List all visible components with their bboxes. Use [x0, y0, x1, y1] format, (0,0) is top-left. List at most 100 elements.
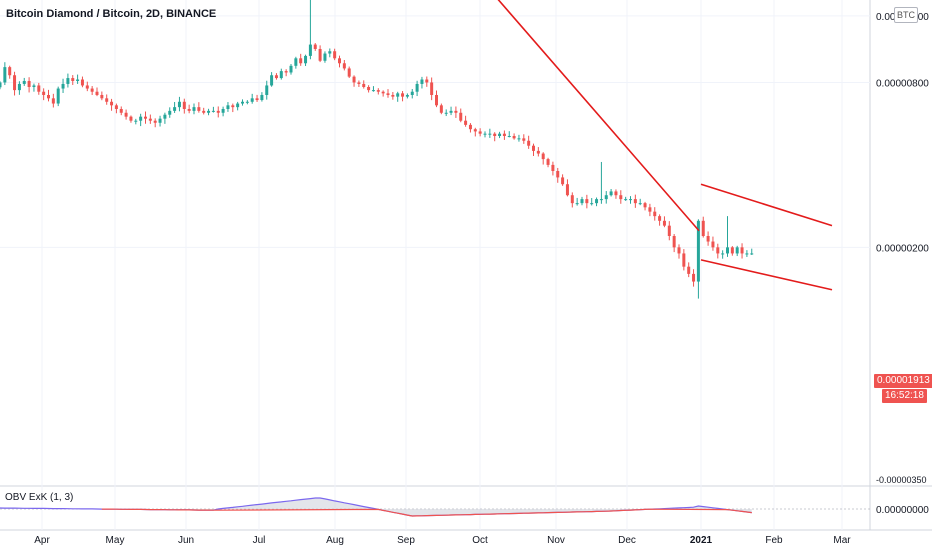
candle-body [551, 164, 555, 171]
candle-body [289, 65, 293, 73]
candle-body [182, 101, 186, 109]
candle-body [609, 191, 613, 196]
candle-body [633, 199, 637, 204]
candle-body [401, 93, 405, 97]
candle-body [468, 124, 472, 130]
candle-body [454, 110, 458, 113]
candle-body [352, 76, 356, 83]
obv-line-below [101, 508, 752, 517]
candle-body [376, 90, 380, 92]
candle-body [643, 203, 647, 208]
candle-body [565, 184, 569, 196]
candle-body [696, 220, 700, 282]
x-tick-label: 2021 [690, 535, 713, 546]
last-price-badge: 0.00001913 [874, 374, 932, 388]
candle-body [371, 90, 375, 92]
candle-body [173, 107, 177, 111]
candle-body [250, 98, 254, 102]
candle-body [260, 94, 264, 101]
candle-body [71, 78, 75, 81]
candle-body [8, 67, 12, 76]
candle-body [464, 120, 468, 125]
candle-body [32, 85, 36, 87]
y-tick-label: 0.00000200 [876, 243, 929, 254]
candle-body [362, 83, 366, 87]
candle-body [119, 108, 123, 113]
candle-body [42, 91, 46, 95]
candle-body [0, 82, 2, 88]
candle-body [114, 105, 118, 109]
candle-body [313, 44, 317, 49]
candle-body [410, 91, 414, 95]
x-tick-label: Nov [547, 535, 565, 546]
candle-body [134, 120, 138, 122]
candle-body [294, 58, 298, 66]
candle-body [629, 199, 632, 201]
candle-body [279, 71, 283, 79]
candle-body [735, 247, 739, 254]
x-tick-label: Aug [326, 535, 344, 546]
candle-body [430, 82, 434, 95]
x-tick-label: Jun [178, 535, 194, 546]
candle-body [604, 195, 608, 200]
candle-body [95, 91, 99, 95]
candle-body [483, 133, 487, 135]
candle-body [570, 195, 574, 204]
candle-body [536, 150, 540, 154]
candle-body [386, 93, 390, 95]
candle-body [546, 159, 550, 165]
candle-body [439, 105, 443, 113]
currency-unit-button[interactable]: BTC [894, 7, 918, 23]
candle-body [216, 110, 220, 113]
candle-body [265, 85, 269, 95]
indicator-label: OBV ExK (1, 3) [5, 492, 74, 503]
candle-body [207, 110, 211, 113]
candle-body [177, 101, 181, 108]
candle-body [624, 199, 628, 201]
candle-body [37, 85, 41, 92]
obv-fill [0, 498, 752, 516]
candle-body [270, 75, 274, 86]
x-tick-label: Oct [472, 535, 488, 546]
candle-body [580, 199, 584, 204]
candle-body [512, 135, 516, 139]
candle-body [701, 220, 705, 237]
candle-body [236, 103, 240, 108]
candle-body [85, 85, 89, 89]
x-tick-label: Mar [833, 535, 851, 546]
candle-body [284, 71, 288, 73]
candle-body [541, 153, 545, 160]
x-tick-label: Jul [253, 535, 266, 546]
candle-body [163, 114, 167, 119]
candle-body [328, 51, 332, 54]
candle-body [716, 247, 720, 254]
candle-body [100, 94, 104, 99]
candle-body [396, 93, 400, 97]
candle-body [231, 105, 235, 108]
candle-body [148, 118, 152, 121]
candle-body [527, 140, 531, 146]
candle-body [391, 94, 395, 97]
candle-body [662, 220, 666, 226]
candle-body [575, 203, 579, 205]
candle-body [478, 131, 482, 134]
countdown-badge: 16:52:18 [882, 389, 927, 403]
candle-body [750, 253, 754, 255]
trendline [700, 259, 833, 291]
candle-body [347, 68, 351, 77]
candle-body [66, 78, 70, 84]
candle-body [517, 138, 521, 140]
candle-body [721, 253, 725, 255]
candle-body [61, 83, 65, 89]
candle-body [595, 199, 599, 204]
candle-body [381, 91, 385, 94]
trendline [700, 183, 833, 227]
candle-body [211, 110, 215, 112]
candle-body [202, 110, 206, 113]
candle-body [221, 108, 225, 113]
x-tick-label: Feb [765, 535, 783, 546]
candle-body [638, 203, 642, 205]
candle-body [255, 98, 259, 101]
